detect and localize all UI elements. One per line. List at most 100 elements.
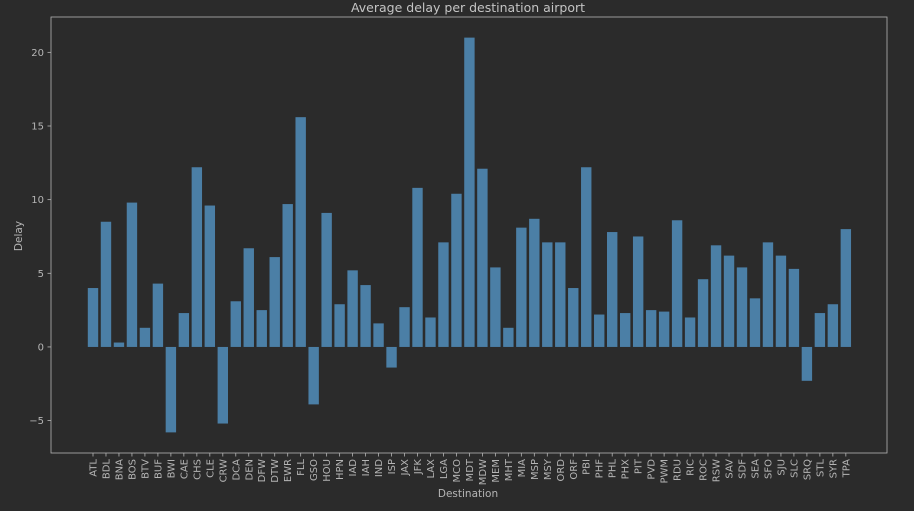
x-tick-label-isp: ISP xyxy=(387,459,398,474)
y-axis: −5 0 5 10 15 20 xyxy=(29,48,51,427)
x-tick-label-tpa: TPA xyxy=(841,459,852,478)
x-axis: ATL BDL BNA BOS BTV BUF BWI CAE CHS CLE CRW DCA DEN D… xyxy=(89,453,852,485)
x-tick-label-dca: DCA xyxy=(231,459,242,481)
x-tick-label-syr: SYR xyxy=(828,459,839,478)
bar-bos xyxy=(126,202,138,347)
bar-syr xyxy=(827,304,839,347)
x-tick-label-sju: SJU xyxy=(776,459,787,476)
x-tick-label-bdl: BDL xyxy=(101,459,112,480)
x-tick-label-dfw: DFW xyxy=(257,459,268,482)
y-axis-label: Delay xyxy=(13,221,25,251)
x-tick-label-mco: MCO xyxy=(452,459,463,483)
bar-ind xyxy=(373,323,384,347)
bar-tpa xyxy=(840,229,852,347)
bar-jax xyxy=(399,307,410,347)
bar-fll xyxy=(295,117,306,347)
bar-msp xyxy=(529,218,540,347)
bar-lax xyxy=(425,317,436,347)
bar-buf xyxy=(152,283,164,347)
y-tick-label: 10 xyxy=(31,195,44,206)
x-tick-label-pvd: PVD xyxy=(647,459,658,480)
x-tick-label-gso: GSO xyxy=(309,459,320,481)
y-tick-label: 20 xyxy=(31,48,44,59)
bar-pit xyxy=(632,236,644,347)
x-tick-label-phl: PHL xyxy=(608,459,619,479)
bar-iad xyxy=(347,270,358,347)
y-tick-label: 5 xyxy=(38,269,44,280)
bar-mdt xyxy=(464,37,475,347)
x-tick-label-buf: BUF xyxy=(153,459,164,479)
x-tick-label-rsw: RSW xyxy=(712,459,723,482)
x-tick-label-jax: JAX xyxy=(400,459,411,477)
y-tick-label: 15 xyxy=(31,122,44,133)
bar-sju xyxy=(775,255,787,347)
x-tick-label-iah: IAH xyxy=(361,459,372,476)
x-tick-label-iad: IAD xyxy=(348,459,359,477)
bar-ord xyxy=(555,242,566,347)
x-tick-label-ord: ORD xyxy=(556,459,567,482)
x-axis-label: Destination xyxy=(438,488,498,500)
bar-hou xyxy=(321,212,332,347)
bar-isp xyxy=(386,346,397,368)
bar-sfo xyxy=(762,242,774,347)
x-tick-label-bwi: BWI xyxy=(166,459,177,478)
x-tick-label-btv: BTV xyxy=(140,459,151,479)
bar-mia xyxy=(516,227,527,347)
bar-rdu xyxy=(671,220,683,347)
x-tick-label-pit: PIT xyxy=(634,458,645,474)
x-tick-label-cae: CAE xyxy=(179,459,190,479)
x-tick-label-hpn: HPN xyxy=(335,459,346,480)
bar-phl xyxy=(607,232,618,347)
bar-pbi xyxy=(581,167,592,347)
x-tick-label-mdw: MDW xyxy=(478,459,489,485)
bar-mem xyxy=(490,267,501,347)
x-tick-label-bna: BNA xyxy=(114,459,125,480)
x-tick-label-cle: CLE xyxy=(205,459,216,478)
bar-rsw xyxy=(710,245,722,347)
x-tick-label-rdu: RDU xyxy=(673,459,684,481)
y-tick-label: 0 xyxy=(38,342,44,353)
x-tick-label-ric: RIC xyxy=(686,459,697,476)
x-tick-label-ind: IND xyxy=(374,459,385,477)
bar-dfw xyxy=(256,310,267,347)
x-tick-label-lga: LGA xyxy=(439,459,450,479)
x-tick-label-bos: BOS xyxy=(127,459,138,480)
bar-bdl xyxy=(100,221,112,347)
bar-lga xyxy=(438,242,449,347)
x-tick-label-lax: LAX xyxy=(426,459,437,479)
x-tick-label-slc: SLC xyxy=(789,459,800,478)
bar-dca xyxy=(230,301,241,347)
bar-stl xyxy=(814,313,826,347)
x-tick-label-sav: SAV xyxy=(725,459,736,479)
x-tick-label-mdt: MDT xyxy=(465,458,476,481)
x-tick-label-stl: STL xyxy=(815,459,826,477)
bar-slc xyxy=(788,268,800,347)
bar-bwi xyxy=(165,346,177,433)
x-tick-label-jfk: JFK xyxy=(413,459,424,476)
x-tick-label-orf: ORF xyxy=(569,459,580,480)
x-tick-label-mia: MIA xyxy=(517,459,528,478)
plot-frame xyxy=(50,16,888,454)
x-tick-label-msy: MSY xyxy=(543,458,554,480)
bar-gso xyxy=(308,346,319,405)
x-tick-label-phf: PHF xyxy=(595,459,606,479)
bar-orf xyxy=(568,288,579,347)
bar-mdw xyxy=(477,168,488,347)
x-tick-label-fll: FLL xyxy=(296,459,307,476)
bar-phx xyxy=(619,313,631,347)
bar-mco xyxy=(451,193,462,347)
bar-crw xyxy=(217,346,228,424)
bar-atl xyxy=(87,288,99,347)
x-tick-label-srq: SRQ xyxy=(802,459,813,480)
x-tick-label-crw: CRW xyxy=(218,459,229,483)
x-tick-label-pwm: PWM xyxy=(660,459,671,484)
bar-mht xyxy=(503,327,514,347)
bar-phf xyxy=(594,314,605,347)
x-tick-label-sdf: SDF xyxy=(738,459,749,479)
bar-sav xyxy=(723,255,735,347)
bar-jfk xyxy=(412,187,423,347)
x-tick-label-phx: PHX xyxy=(621,459,632,480)
x-tick-label-pbi: PBI xyxy=(582,459,593,475)
x-tick-label-dtw: DTW xyxy=(270,459,281,483)
bar-sea xyxy=(749,298,761,347)
